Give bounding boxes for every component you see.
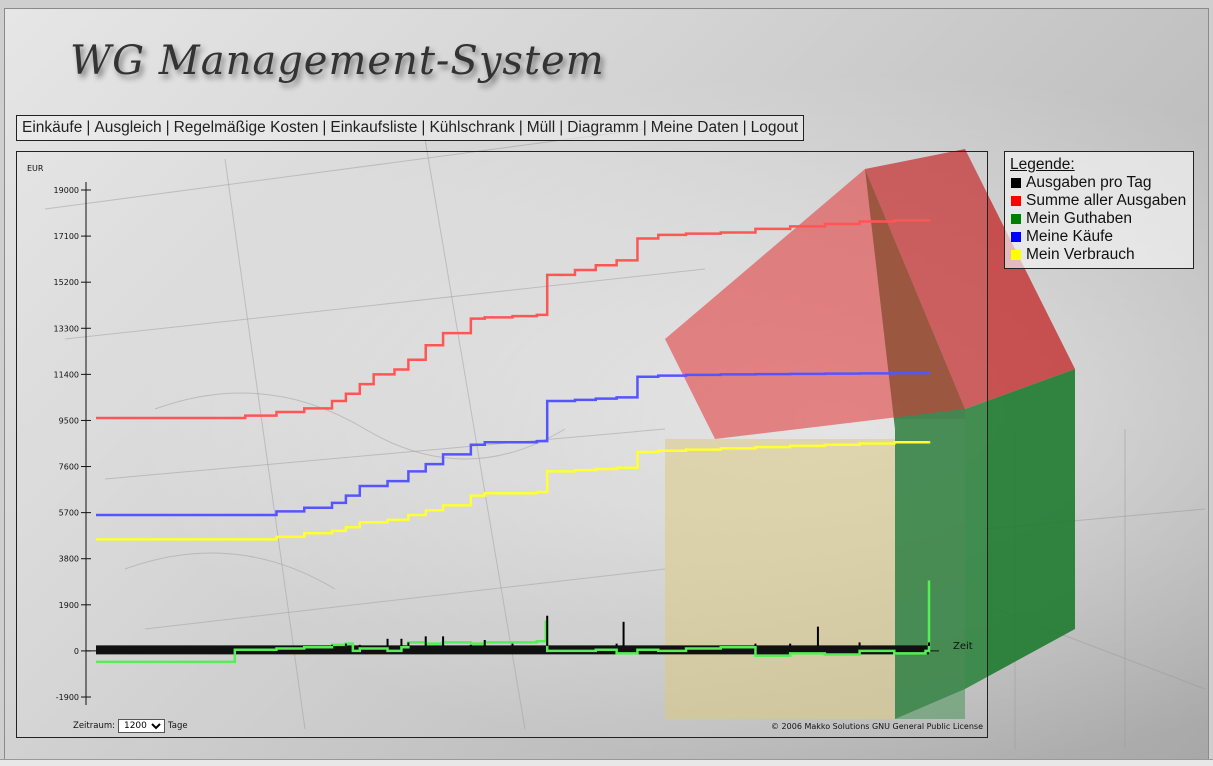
y-tick-label: 17100 bbox=[54, 232, 79, 241]
legend-swatch bbox=[1011, 232, 1021, 242]
nav-separator: | bbox=[421, 119, 426, 136]
legend-swatch bbox=[1011, 214, 1021, 224]
line-chart: EUR Zeit © 2006 Makko Solutions GNU Gene… bbox=[27, 164, 983, 731]
legend-item: Summe aller Ausgaben bbox=[1010, 192, 1193, 210]
nav-separator: | bbox=[165, 119, 170, 136]
legend-swatch bbox=[1011, 178, 1021, 188]
y-tick-label: 9500 bbox=[59, 416, 79, 425]
legend-item: Mein Guthaben bbox=[1010, 210, 1193, 228]
legend-title: Legende: bbox=[1010, 156, 1075, 173]
nav-link-ausgleich[interactable]: Ausgleich bbox=[94, 119, 162, 136]
chart-series bbox=[96, 219, 931, 664]
zeitraum-control: Zeitraum: 1200 Tage bbox=[73, 719, 188, 733]
chart-legend: Legende: Ausgaben pro Tag Summe aller Au… bbox=[1004, 151, 1194, 269]
nav-link-kuehlschrank[interactable]: Kühlschrank bbox=[429, 119, 515, 136]
nav-separator: | bbox=[642, 119, 647, 136]
nav-link-diagramm[interactable]: Diagramm bbox=[567, 119, 639, 136]
nav-separator: | bbox=[559, 119, 564, 136]
nav-separator: | bbox=[742, 119, 747, 136]
y-tick-label: 19000 bbox=[54, 186, 79, 195]
y-tick-label: 7600 bbox=[59, 463, 79, 472]
nav-separator: | bbox=[322, 119, 327, 136]
legend-label: Meine Käufe bbox=[1026, 228, 1114, 245]
y-tick-label: 15200 bbox=[54, 278, 79, 287]
y-tick-label: 11400 bbox=[54, 370, 79, 379]
copyright-text: © 2006 Makko Solutions GNU General Publi… bbox=[771, 722, 983, 731]
legend-item: Mein Verbrauch bbox=[1010, 246, 1193, 264]
main-navigation: Einkäufe | Ausgleich | Regelmäßige Koste… bbox=[16, 115, 805, 141]
series-line bbox=[96, 219, 931, 420]
bottom-bar bbox=[0, 759, 1213, 766]
legend-swatch bbox=[1011, 250, 1021, 260]
y-axis-label: EUR bbox=[27, 164, 44, 173]
y-tick-label: 0 bbox=[74, 647, 79, 656]
series-line bbox=[96, 441, 931, 541]
y-tick-label: -1900 bbox=[56, 693, 79, 702]
legend-swatch bbox=[1011, 196, 1021, 206]
x-axis-label: Zeit bbox=[953, 641, 973, 652]
legend-label: Mein Verbrauch bbox=[1026, 246, 1135, 263]
legend-label: Summe aller Ausgaben bbox=[1026, 192, 1187, 209]
app-title: WG Management-System bbox=[70, 38, 605, 84]
nav-link-meine-daten[interactable]: Meine Daten bbox=[650, 119, 739, 136]
y-tick-label: 1900 bbox=[59, 601, 79, 610]
series-line bbox=[96, 371, 931, 517]
nav-link-einkaeufe[interactable]: Einkäufe bbox=[22, 119, 83, 136]
y-tick-label: 13300 bbox=[54, 324, 79, 333]
legend-label: Mein Guthaben bbox=[1026, 210, 1132, 227]
legend-item: Meine Käufe bbox=[1010, 228, 1193, 246]
nav-link-regelmaessige-kosten[interactable]: Regelmäßige Kosten bbox=[173, 119, 319, 136]
nav-link-logout[interactable]: Logout bbox=[750, 119, 799, 136]
house-blocks-image bbox=[665, 149, 1075, 719]
y-tick-label: 3800 bbox=[59, 555, 79, 564]
nav-link-einkaufsliste[interactable]: Einkaufsliste bbox=[330, 119, 418, 136]
zeitraum-unit: Tage bbox=[167, 721, 188, 731]
zeitraum-select[interactable]: 1200 bbox=[117, 719, 165, 733]
nav-link-muell[interactable]: Müll bbox=[526, 119, 556, 136]
nav-separator: | bbox=[86, 119, 91, 136]
y-tick-label: 5700 bbox=[59, 509, 79, 518]
legend-item: Ausgaben pro Tag bbox=[1010, 174, 1193, 192]
legend-label: Ausgaben pro Tag bbox=[1026, 174, 1152, 191]
chart-panel: EUR Zeit © 2006 Makko Solutions GNU Gene… bbox=[16, 151, 988, 738]
zeitraum-label: Zeitraum: bbox=[73, 721, 115, 731]
nav-separator: | bbox=[518, 119, 523, 136]
